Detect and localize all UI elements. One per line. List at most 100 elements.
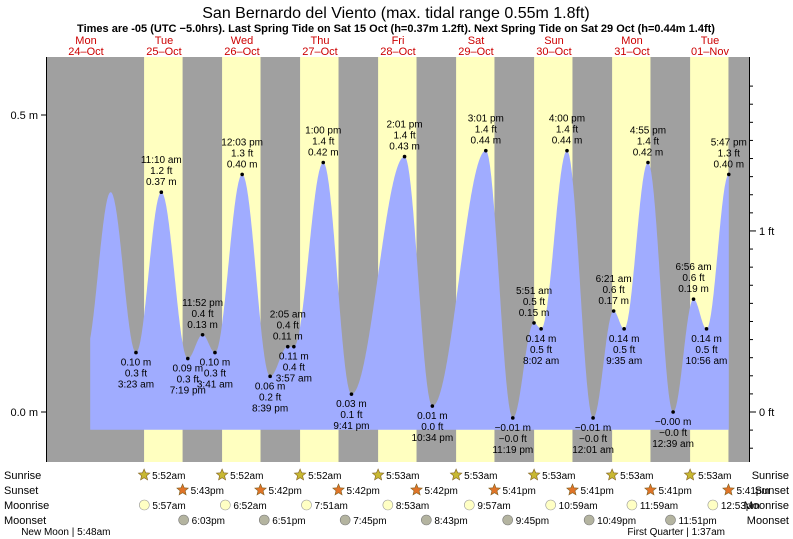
sun-icon: [488, 483, 501, 496]
moonset-time: 10:49pm: [597, 516, 636, 527]
day-date: 25–Oct: [146, 46, 181, 58]
tide-ft: 0.1 ft: [340, 410, 362, 421]
tide-time: 4:55 pm: [630, 126, 666, 137]
tide-point: [159, 190, 164, 195]
axes: 0.5 m 0.0 m 1 ft 0 ft: [10, 57, 774, 462]
tide-point: [213, 350, 217, 355]
tide-m: 0.10 m: [121, 358, 152, 369]
day-date: 31–Oct: [614, 46, 649, 58]
moonset-time: 7:45pm: [353, 516, 386, 527]
sunset-time: 5:42pm: [425, 486, 458, 497]
tide-ft: 0.5 ft: [613, 345, 635, 356]
day-name: Mon: [75, 35, 96, 47]
right-tick-label: 0 ft: [759, 407, 774, 419]
sun-icon: [371, 468, 385, 481]
sun-icon: [527, 468, 541, 481]
tide-m: 0.43 m: [389, 142, 420, 153]
day-date: 30–Oct: [536, 46, 571, 58]
tide-time: 8:39 pm: [252, 403, 288, 414]
tide-ft: 0.6 ft: [603, 285, 625, 296]
day-name: Tue: [155, 35, 174, 47]
day-name: Sat: [468, 35, 485, 47]
row-label-left: Moonset: [4, 515, 46, 527]
tide-time: 6:21 am: [596, 274, 632, 285]
tide-time: 9:41 pm: [333, 421, 369, 432]
tide-point: [430, 404, 435, 408]
moonset-time: 8:43pm: [434, 516, 467, 527]
tide-point: [268, 374, 272, 379]
tide-time: 10:56 am: [686, 356, 728, 367]
tide-m: 0.19 m: [678, 284, 709, 295]
tide-time: 11:19 pm: [492, 445, 533, 456]
sun-icon: [137, 468, 151, 481]
moonset-icon: [583, 514, 595, 526]
tide-point: [240, 172, 244, 177]
tide-time: 7:19 pm: [170, 386, 206, 397]
tide-ft: 0.5 ft: [530, 345, 552, 356]
moonrise-time: 8:53am: [396, 501, 429, 512]
tide-ft: 1.4 ft: [556, 125, 578, 136]
tide-m: 0.44 m: [471, 136, 502, 147]
moonrise-time: 7:51am: [315, 501, 348, 512]
tide-time: 9:35 am: [606, 356, 642, 367]
moonrise-time: 10:59am: [559, 501, 598, 512]
day-name: Mon: [621, 35, 642, 47]
sun-icon: [644, 483, 657, 496]
sun-icon: [722, 483, 735, 496]
row-label-right: Sunset: [755, 485, 789, 497]
moonrise-icon: [707, 499, 719, 511]
tide-ft: −0.0 ft: [579, 434, 607, 445]
tide-ft: 1.4 ft: [637, 137, 659, 148]
tide-point: [321, 160, 326, 165]
moonset-icon: [258, 514, 270, 526]
tide-m: −0.01 m: [575, 423, 611, 434]
day-date: 29–Oct: [458, 46, 493, 58]
tide-point: [292, 344, 296, 349]
tide-time: 11:10 am: [141, 155, 182, 166]
tide-point: [484, 148, 488, 153]
row-label-left: Sunset: [4, 485, 38, 497]
tide-point: [402, 154, 407, 159]
moonrise-icon: [139, 499, 150, 511]
tide-ft: 1.3 ft: [231, 148, 253, 159]
tide-ft: 1.4 ft: [393, 131, 415, 142]
tide-point: [611, 309, 616, 313]
sun-icon: [449, 468, 463, 481]
left-tick-label: 0.0 m: [10, 407, 38, 419]
moonset-time: 6:51pm: [272, 516, 305, 527]
moonrise-icon: [545, 499, 556, 511]
moonrise-icon: [301, 499, 312, 511]
tide-point: [691, 297, 696, 301]
sun-icon: [254, 483, 267, 496]
sun-icon: [332, 483, 345, 496]
tide-point: [726, 172, 731, 177]
tide-m: 0.11 m: [279, 352, 309, 363]
tide-ft: 0.3 ft: [204, 369, 226, 380]
day-date: 24–Oct: [68, 46, 103, 58]
sun-icon: [566, 483, 579, 496]
tide-ft: 0.5 ft: [695, 345, 717, 356]
tide-m: 0.42 m: [633, 148, 664, 159]
tide-point: [134, 350, 138, 355]
tide-ft: −0.0 ft: [659, 428, 687, 439]
sunrise-time: 5:53am: [386, 471, 419, 482]
day-date: 01–Nov: [691, 46, 729, 58]
moonset-time: 11:51pm: [679, 516, 717, 527]
tide-ft: 0.4 ft: [283, 363, 305, 374]
tide-ft: 0.6 ft: [682, 273, 704, 284]
tide-ft: 1.4 ft: [312, 137, 334, 148]
sunrise-time: 5:52am: [230, 471, 263, 482]
moonrise-time: 5:57am: [152, 501, 185, 512]
sunrise-time: 5:52am: [308, 471, 341, 482]
tide-point: [671, 410, 675, 414]
moon-phase-label: First Quarter | 1:37am: [627, 527, 725, 538]
tide-m: 0.03 m: [336, 399, 367, 410]
tide-time: 10:34 pm: [412, 433, 454, 444]
sunset-time: 5:41pm: [502, 486, 535, 497]
day-date: 27–Oct: [302, 46, 337, 58]
row-label-left: Moonrise: [4, 500, 49, 512]
right-tick-label: 1 ft: [759, 226, 774, 238]
moonrise-time: 9:57am: [477, 501, 510, 512]
sunrise-time: 5:53am: [542, 471, 575, 482]
sunrise-time: 5:53am: [698, 471, 731, 482]
